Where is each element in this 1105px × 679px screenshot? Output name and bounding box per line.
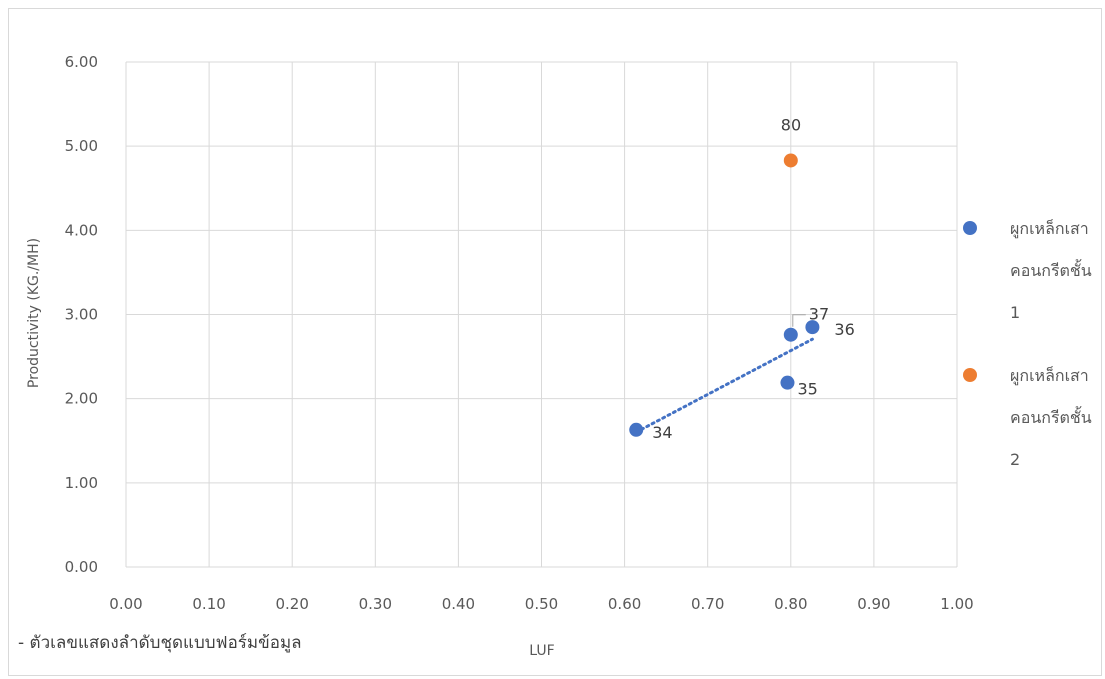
x-tick-label: 0.60 bbox=[608, 595, 641, 613]
legend-label: คอนกรีตชั้น bbox=[1010, 259, 1092, 280]
data-point bbox=[780, 375, 795, 390]
y-tick-label: 4.00 bbox=[65, 221, 98, 239]
y-tick-labels: 0.00 1.00 2.00 3.00 4.00 5.00 6.00 bbox=[65, 53, 98, 576]
y-tick-label: 5.00 bbox=[65, 137, 98, 155]
data-point bbox=[783, 153, 798, 168]
x-tick-label: 0.80 bbox=[774, 595, 807, 613]
x-tick-labels: 0.00 0.10 0.20 0.30 0.40 0.50 0.60 0.70 0.80 0.90… bbox=[109, 595, 973, 613]
data-label: 36 bbox=[834, 320, 854, 339]
legend-marker bbox=[963, 368, 977, 382]
data-label: 80 bbox=[781, 115, 801, 134]
data-label: 37 bbox=[809, 305, 829, 324]
note-text: - ตัวเลขแสดงลำดับชุดแบบฟอร์มข้อมูล bbox=[18, 633, 302, 653]
legend-label: ผูกเหล็กเสา bbox=[1010, 365, 1089, 386]
legend-marker bbox=[963, 221, 977, 235]
y-tick-label: 2.00 bbox=[65, 390, 98, 408]
y-axis-title: Productivity (KG./MH) bbox=[26, 238, 42, 388]
data-labels: 34 35 36 37 80 bbox=[652, 115, 855, 441]
x-tick-label: 0.50 bbox=[525, 595, 558, 613]
legend: ผูกเหล็กเสาคอนกรีตชั้น1ผูกเหล็กเสาคอนกรี… bbox=[963, 218, 1092, 469]
legend-label: ผูกเหล็กเสา bbox=[1010, 218, 1089, 239]
x-tick-label: 0.30 bbox=[359, 595, 392, 613]
x-tick-label: 0.40 bbox=[442, 595, 475, 613]
y-tick-label: 0.00 bbox=[65, 558, 98, 576]
y-tick-label: 6.00 bbox=[65, 53, 98, 71]
legend-label: 2 bbox=[1010, 450, 1020, 469]
y-tick-label: 1.00 bbox=[65, 474, 98, 492]
x-tick-label: 0.90 bbox=[857, 595, 890, 613]
x-tick-label: 0.00 bbox=[109, 595, 142, 613]
data-point bbox=[629, 422, 644, 437]
y-tick-label: 3.00 bbox=[65, 306, 98, 324]
data-point bbox=[805, 320, 820, 335]
data-label: 35 bbox=[797, 380, 817, 399]
legend-label: 1 bbox=[1010, 303, 1020, 322]
x-tick-label: 0.10 bbox=[192, 595, 225, 613]
x-tick-label: 0.20 bbox=[275, 595, 308, 613]
x-tick-label: 1.00 bbox=[940, 595, 973, 613]
x-axis-title: LUF bbox=[529, 643, 554, 659]
trendline-line bbox=[634, 337, 814, 434]
leader-line bbox=[792, 314, 806, 327]
legend-label: คอนกรีตชั้น bbox=[1010, 406, 1092, 427]
data-label: 34 bbox=[652, 423, 672, 442]
data-point bbox=[783, 327, 798, 342]
grid bbox=[125, 61, 958, 568]
x-tick-label: 0.70 bbox=[691, 595, 724, 613]
trendline bbox=[634, 337, 814, 434]
data-points bbox=[629, 153, 820, 437]
chart-frame bbox=[8, 8, 1102, 676]
